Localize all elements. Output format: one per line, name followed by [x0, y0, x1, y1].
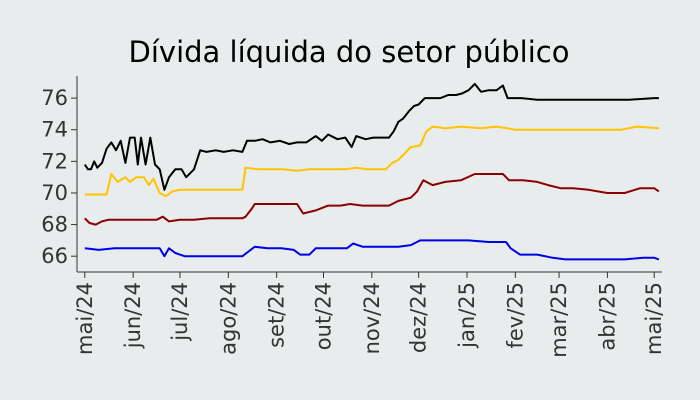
y-axis: 66 68 70 72 74 76 [41, 76, 78, 272]
series-line-1 [83, 82, 659, 191]
x-tick-label: mai/25 [642, 282, 666, 355]
x-tick-label: jun/24 [121, 282, 145, 349]
chart-title: Dívida líquida do setor público [129, 35, 570, 69]
series-line-4 [84, 239, 660, 261]
y-tick-label: 72 [41, 149, 68, 173]
y-tick-label: 76 [41, 86, 68, 110]
x-tick-label: out/24 [311, 282, 335, 350]
x-tick-label: fev/25 [503, 282, 527, 349]
x-tick-label: set/24 [265, 282, 289, 348]
x-tick-label: jan/25 [455, 282, 479, 349]
x-tick-label: nov/24 [360, 282, 384, 354]
series-line-3 [84, 173, 660, 226]
x-tick-label: mai/24 [73, 282, 97, 355]
x-tick-label: jul/24 [168, 282, 192, 342]
y-tick-label: 70 [41, 181, 68, 205]
x-tick-label: abr/25 [595, 282, 619, 351]
x-tick-label: mar/25 [547, 282, 571, 358]
y-tick-label: 66 [41, 244, 68, 268]
x-axis: mai/24 jun/24 jul/24 ago/24 set/24 out/24 nov/… [73, 271, 666, 358]
y-tick-label: 74 [41, 118, 68, 142]
x-tick-label: ago/24 [216, 282, 240, 355]
series-line-2 [84, 125, 659, 198]
y-tick-label: 68 [41, 213, 68, 237]
x-tick-label: dez/24 [407, 282, 431, 353]
series-lines [83, 82, 660, 261]
